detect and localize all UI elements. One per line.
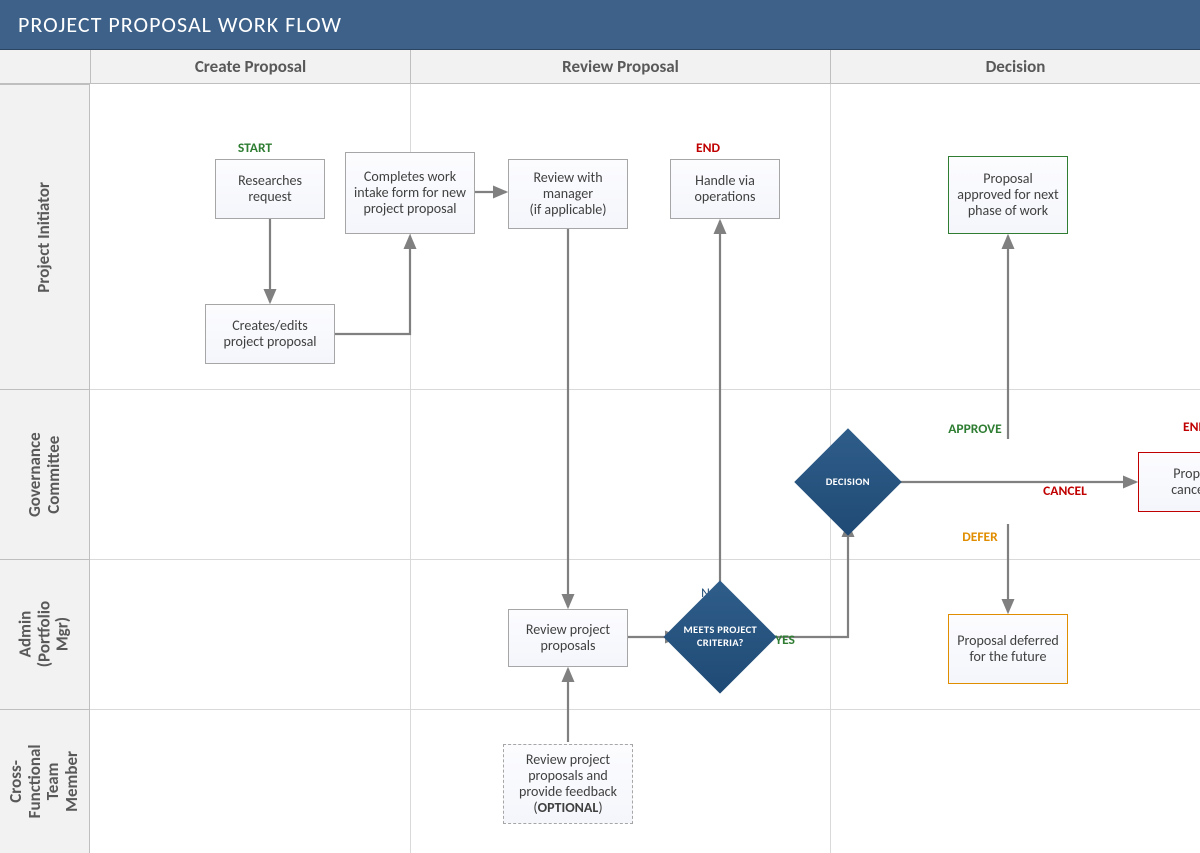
row-header-crossfunc: Cross-Functional Team Member (0, 709, 90, 853)
label-approve: APPROVE (935, 420, 1015, 437)
node-review-manager: Review with manager(if applicable) (508, 159, 628, 229)
label-defer: DEFER (940, 528, 1020, 545)
label-end-top: END (668, 139, 748, 156)
node-handle-operations: Handle via operations (670, 159, 780, 219)
cells-area: START END END APPROVE CANCEL DEFER YES N… (90, 84, 1200, 853)
page-title: PROJECT PROPOSAL WORK FLOW (18, 11, 342, 38)
column-headers: Create Proposal Review Proposal Decision (0, 50, 1200, 84)
node-proposal-cancelled: Proposal cancelled (1138, 452, 1200, 512)
node-researches-request: Researches request (215, 159, 325, 219)
node-review-project-proposals: Review project proposals (508, 609, 628, 667)
row-header-governance: Governance Committee (0, 389, 90, 559)
row-headers: Project Initiator Governance Committee A… (0, 84, 90, 853)
row-header-admin: Admin (Portfolio Mgr) (0, 559, 90, 709)
corner-spacer (0, 50, 90, 84)
node-completes-intake: Completes work intake form for new proje… (345, 152, 475, 234)
col-header-review: Review Proposal (410, 50, 830, 84)
title-bar: PROJECT PROPOSAL WORK FLOW (0, 0, 1200, 50)
swimlane-grid: Create Proposal Review Proposal Decision… (0, 50, 1200, 853)
row-header-initiator: Project Initiator (0, 84, 90, 389)
col-header-create: Create Proposal (90, 50, 410, 84)
label-cancel: CANCEL (1025, 482, 1105, 499)
node-proposal-approved: Proposal approved for next phase of work (948, 156, 1068, 234)
node-review-feedback-optional: Review project proposals and provide fee… (503, 744, 633, 824)
node-creates-edits: Creates/edits project proposal (205, 304, 335, 364)
label-end-right: END (1155, 418, 1200, 435)
label-start: START (215, 139, 295, 156)
node-proposal-deferred: Proposal deferred for the future (948, 614, 1068, 684)
col-header-decision: Decision (830, 50, 1200, 84)
